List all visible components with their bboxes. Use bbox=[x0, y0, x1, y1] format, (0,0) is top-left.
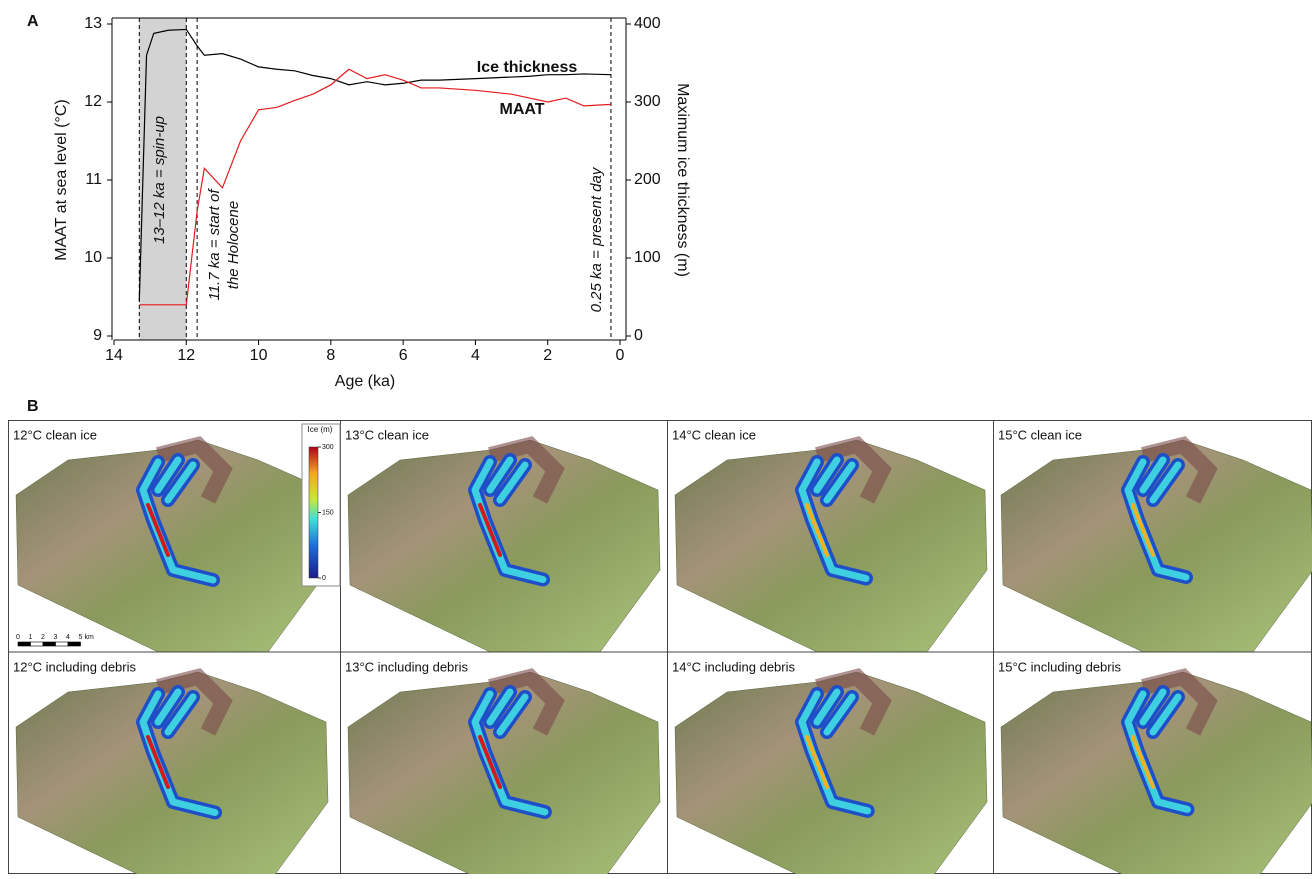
panel-caption: 14°C clean ice bbox=[672, 427, 756, 442]
y-tick-label: 13 bbox=[84, 15, 102, 32]
panel-caption: 12°C clean ice bbox=[13, 427, 97, 442]
annotation: the Holocene bbox=[225, 201, 242, 289]
scale-segment bbox=[56, 642, 69, 646]
model-panel: 14°C including debris bbox=[668, 652, 988, 874]
y-tick-label: 11 bbox=[85, 171, 102, 188]
panel-caption: 15°C clean ice bbox=[998, 427, 1082, 442]
colorbar-tick-label: 300 bbox=[322, 444, 334, 451]
scale-tick-label: 5 bbox=[79, 634, 83, 641]
panel-label: B bbox=[27, 398, 39, 415]
x-tick-label: 10 bbox=[250, 347, 268, 364]
scale-segment bbox=[18, 642, 31, 646]
y2-tick-label: 400 bbox=[634, 15, 661, 32]
x-tick-label: 2 bbox=[543, 347, 552, 364]
x-tick-label: 8 bbox=[326, 347, 335, 364]
y2-axis-label: Maximum ice thickness (m) bbox=[674, 83, 691, 277]
y2-tick-label: 300 bbox=[634, 93, 661, 110]
y-tick-label: 10 bbox=[84, 249, 102, 266]
colorbar-title: Ice (m) bbox=[308, 425, 333, 434]
scale-segment bbox=[68, 642, 81, 646]
model-panel: 12°C including debris bbox=[13, 659, 328, 874]
colorbar-tick-label: 0 bbox=[322, 575, 326, 582]
scale-unit: km bbox=[85, 634, 95, 641]
series-label: MAAT bbox=[499, 101, 544, 118]
x-tick-label: 0 bbox=[616, 347, 625, 364]
scale-tick-label: 1 bbox=[29, 634, 33, 641]
panel-caption: 13°C including debris bbox=[345, 659, 468, 674]
model-panel: 15°C clean ice bbox=[993, 420, 1312, 652]
scale-segment bbox=[43, 642, 56, 646]
annotation: 11.7 ka = start of bbox=[206, 188, 223, 301]
x-axis-label: Age (ka) bbox=[335, 373, 395, 390]
model-panel: 13°C clean ice bbox=[340, 420, 667, 652]
y-tick-label: 12 bbox=[84, 93, 102, 110]
y-axis-label: MAAT at sea level (°C) bbox=[53, 99, 70, 260]
y2-tick-label: 200 bbox=[634, 171, 661, 188]
colorbar-box bbox=[302, 424, 340, 586]
x-tick-label: 6 bbox=[399, 347, 408, 364]
x-tick-label: 14 bbox=[105, 347, 123, 364]
panel-caption: 14°C including debris bbox=[672, 659, 795, 674]
y-tick-label: 9 bbox=[93, 327, 102, 344]
annotation: 0.25 ka = present day bbox=[588, 166, 605, 312]
scale-tick-label: 3 bbox=[54, 634, 58, 641]
panel-caption: 15°C including debris bbox=[998, 659, 1121, 674]
panel-caption: 13°C clean ice bbox=[345, 427, 429, 442]
scale-tick-label: 0 bbox=[16, 634, 20, 641]
model-panel: 13°C including debris bbox=[341, 652, 661, 874]
model-panel: 12°C clean ice bbox=[8, 427, 340, 652]
scale-tick-label: 2 bbox=[41, 634, 45, 641]
panel-label: A bbox=[27, 13, 39, 30]
model-panel: 15°C including debris bbox=[994, 652, 1312, 874]
colorbar bbox=[309, 447, 318, 578]
y2-tick-label: 0 bbox=[634, 327, 643, 344]
x-tick-label: 12 bbox=[177, 347, 195, 364]
y2-tick-label: 100 bbox=[634, 249, 661, 266]
annotation: 13–12 ka = spin-up bbox=[151, 116, 168, 244]
model-panel: 14°C clean ice bbox=[667, 420, 993, 652]
series-label: Ice thickness bbox=[477, 59, 578, 76]
x-tick-label: 4 bbox=[471, 347, 480, 364]
colorbar-tick-label: 150 bbox=[322, 509, 334, 516]
panel-caption: 12°C including debris bbox=[13, 659, 136, 674]
scale-segment bbox=[31, 642, 44, 646]
scale-tick-label: 4 bbox=[66, 634, 70, 641]
